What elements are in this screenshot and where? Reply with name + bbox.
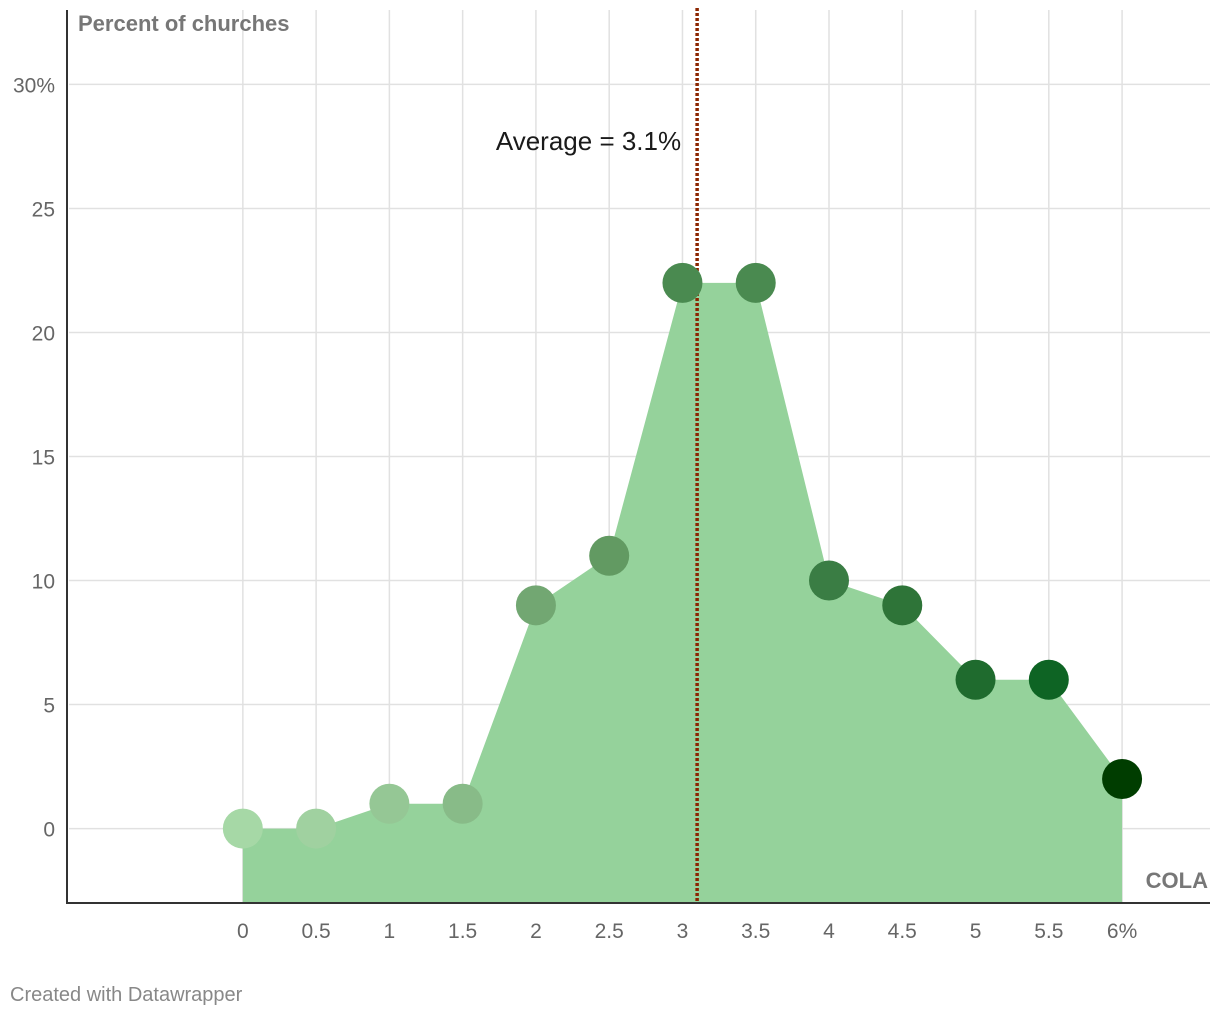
data-point <box>955 659 996 700</box>
y-tick-label: 15 <box>32 447 55 470</box>
average-marker: Average = 3.1% <box>496 8 699 903</box>
x-tick-label: 2.5 <box>595 920 624 943</box>
x-tick-label: 1 <box>384 920 396 943</box>
y-axis-label: Percent of churches <box>78 11 290 36</box>
average-annotation: Average = 3.1% <box>496 126 681 156</box>
area-fill <box>242 282 1123 904</box>
data-point <box>882 585 923 626</box>
y-tick-labels: 0 5 10 15 20 25 30% <box>13 74 55 841</box>
data-point <box>1028 659 1069 700</box>
data-point <box>442 783 483 824</box>
data-points <box>222 262 1143 849</box>
data-point <box>1102 758 1143 799</box>
y-tick-label: 30% <box>13 74 55 97</box>
x-tick-label: 4.5 <box>888 920 917 943</box>
x-tick-label: 3.5 <box>741 920 770 943</box>
x-tick-label: 4 <box>823 920 835 943</box>
data-point <box>369 783 410 824</box>
footer-credit: Created with Datawrapper <box>10 984 243 1006</box>
y-tick-label: 0 <box>43 819 55 842</box>
y-tick-label: 10 <box>32 571 55 594</box>
data-point <box>222 808 263 849</box>
x-tick-label: 5.5 <box>1034 920 1063 943</box>
data-point <box>735 262 776 303</box>
data-point <box>809 560 849 601</box>
x-tick-labels: 0 0.5 1 1.5 2 2.5 3 3.5 4 4.5 5 5.5 6% <box>237 920 1137 943</box>
y-tick-label: 20 <box>32 322 55 345</box>
x-tick-label: 0.5 <box>302 920 331 943</box>
y-tick-label: 25 <box>32 198 55 221</box>
x-tick-label: 1.5 <box>448 920 477 943</box>
x-tick-label: 5 <box>970 920 982 943</box>
x-tick-label: 3 <box>677 920 689 943</box>
data-point <box>515 585 556 626</box>
data-point <box>662 262 703 303</box>
data-point <box>589 535 630 576</box>
y-tick-label: 5 <box>43 695 55 718</box>
x-axis-label: COLA <box>1146 868 1208 893</box>
x-tick-label: 2 <box>530 920 542 943</box>
x-tick-label: 0 <box>237 920 249 943</box>
data-point <box>296 808 337 849</box>
axes <box>66 10 1210 904</box>
x-tick-label: 6% <box>1107 920 1137 943</box>
